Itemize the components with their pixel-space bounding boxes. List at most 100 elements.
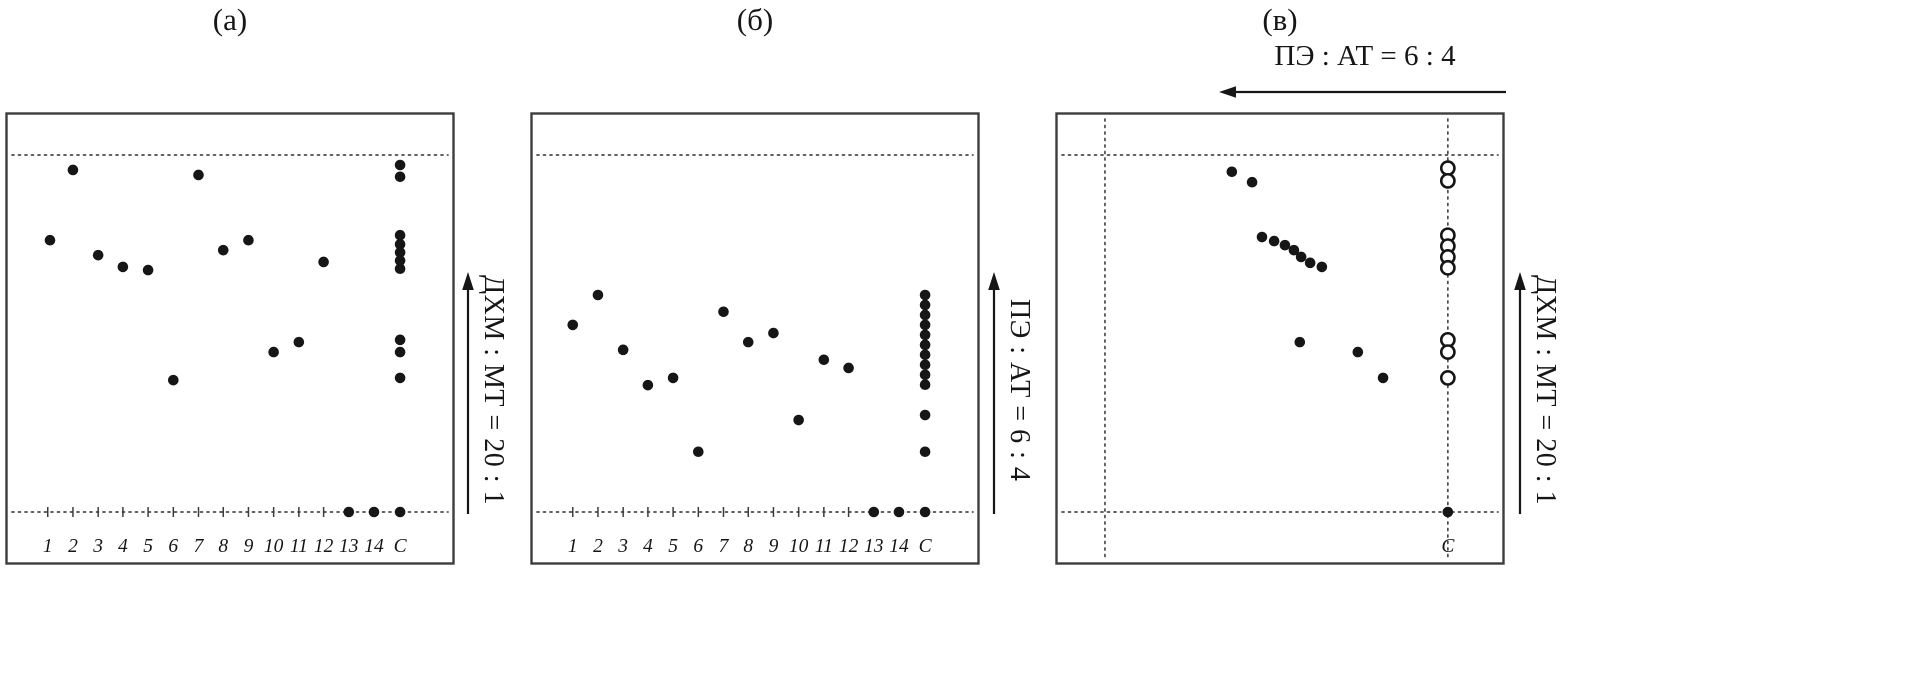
- spot-filled: [217, 244, 229, 256]
- spot-filled: [44, 234, 56, 246]
- spot-filled: [92, 249, 104, 261]
- spot-filled: [1316, 261, 1328, 273]
- plate-a: 1 2 3 4 5 6 7 8 9 10 11 12 13 14 C: [5, 112, 455, 565]
- spot-filled: [919, 349, 931, 361]
- spot-filled: [693, 446, 704, 458]
- panel-a-solvent-label: ДХМ : МТ = 20 : 1: [478, 274, 509, 506]
- lane-label: 14: [889, 536, 909, 557]
- spot-filled: [1442, 506, 1454, 518]
- spot-filled: [168, 374, 179, 386]
- lane-label: 9: [244, 536, 254, 557]
- up-arrow-icon: [1514, 272, 1526, 514]
- spot-filled: [394, 159, 406, 171]
- lane-label: 14: [364, 536, 384, 557]
- lane-label: 3: [617, 536, 628, 557]
- spot-filled: [919, 369, 931, 381]
- spot-filled: [919, 379, 931, 391]
- lane-label: C: [1441, 536, 1455, 557]
- lane-label: 6: [693, 536, 703, 557]
- spot-filled: [394, 334, 406, 346]
- lane-label: 12: [314, 536, 334, 557]
- spot-filled: [394, 372, 406, 384]
- spot-filled: [843, 362, 854, 374]
- spot-filled: [592, 289, 604, 301]
- up-arrow-icon: [462, 272, 474, 514]
- lane-label: 8: [218, 536, 228, 557]
- spot-filled: [667, 372, 679, 384]
- lane-label: 9: [769, 536, 779, 557]
- spot-filled: [268, 346, 279, 358]
- spot-filled: [893, 506, 905, 518]
- top-solvent-label: ПЭ : АТ = 6 : 4: [1274, 40, 1456, 72]
- spot-filled: [1256, 231, 1268, 243]
- spot-filled: [919, 446, 931, 458]
- spot-filled: [617, 344, 629, 356]
- lane-label: 1: [568, 536, 578, 557]
- spot-filled: [394, 171, 406, 183]
- spot-filled: [919, 409, 931, 421]
- spot-filled: [318, 256, 329, 268]
- spot-open: [1439, 370, 1456, 386]
- spot-filled: [1288, 244, 1300, 256]
- lane-label: 5: [143, 536, 153, 557]
- spot-filled: [919, 339, 931, 351]
- spot-filled: [1226, 166, 1238, 178]
- spot-filled: [293, 336, 305, 348]
- spot-filled: [642, 379, 654, 391]
- lane-label: 1: [43, 536, 53, 557]
- lane-label: 11: [815, 536, 833, 557]
- spot-filled: [919, 506, 931, 518]
- plate-border: [1055, 112, 1505, 565]
- lane-label: 8: [743, 536, 753, 557]
- spot-filled: [919, 299, 931, 311]
- spot-filled: [919, 359, 931, 371]
- plate-border: [5, 112, 455, 565]
- spot-filled: [768, 327, 779, 339]
- spot-filled: [394, 247, 406, 258]
- lane-label: 7: [719, 536, 730, 557]
- spot-filled: [919, 309, 931, 321]
- plate-b: 1 2 3 4 5 6 7 8 9 10 11 12 13 14 C: [530, 112, 980, 565]
- lane-label: C: [394, 536, 408, 557]
- spot-filled: [1268, 235, 1280, 247]
- spot-filled: [394, 506, 406, 518]
- spot-filled: [394, 229, 406, 241]
- lane-label: 12: [839, 536, 859, 557]
- lane-label: 2: [68, 536, 78, 557]
- spot-filled: [919, 289, 931, 301]
- lane-label: 5: [668, 536, 678, 557]
- spot-filled: [243, 234, 254, 246]
- lane-label: 4: [643, 536, 653, 557]
- lane-label: 3: [92, 536, 103, 557]
- spot-filled: [193, 169, 204, 181]
- lane-label: 4: [118, 536, 128, 557]
- lane-label: C: [919, 536, 933, 557]
- lane-label: 10: [789, 536, 809, 557]
- up-arrow-icon: [988, 272, 1000, 514]
- spot-filled: [394, 263, 406, 275]
- spot-filled: [1295, 251, 1307, 263]
- spot-filled: [1279, 239, 1291, 251]
- spot-filled: [718, 306, 729, 318]
- spot-filled: [142, 264, 154, 276]
- spot-filled: [1294, 336, 1306, 348]
- panel-b-title: (б): [736, 2, 774, 37]
- plate-border: [530, 112, 980, 565]
- spot-filled: [117, 261, 129, 273]
- lane-label: 7: [194, 536, 205, 557]
- lane-label: 13: [339, 536, 359, 557]
- spot-filled: [1352, 346, 1364, 358]
- spot-filled: [1377, 372, 1389, 384]
- lane-label: 2: [593, 536, 603, 557]
- spot-filled: [394, 255, 406, 266]
- spot-filled: [919, 329, 931, 341]
- lane-label: 6: [168, 536, 178, 557]
- plate-v: C: [1055, 112, 1505, 565]
- lane-label: 11: [290, 536, 308, 557]
- spot-filled: [67, 164, 79, 176]
- spot-filled: [742, 336, 754, 348]
- spot-filled: [793, 414, 804, 426]
- spot-open: [1439, 259, 1456, 276]
- spot-open: [1439, 172, 1456, 189]
